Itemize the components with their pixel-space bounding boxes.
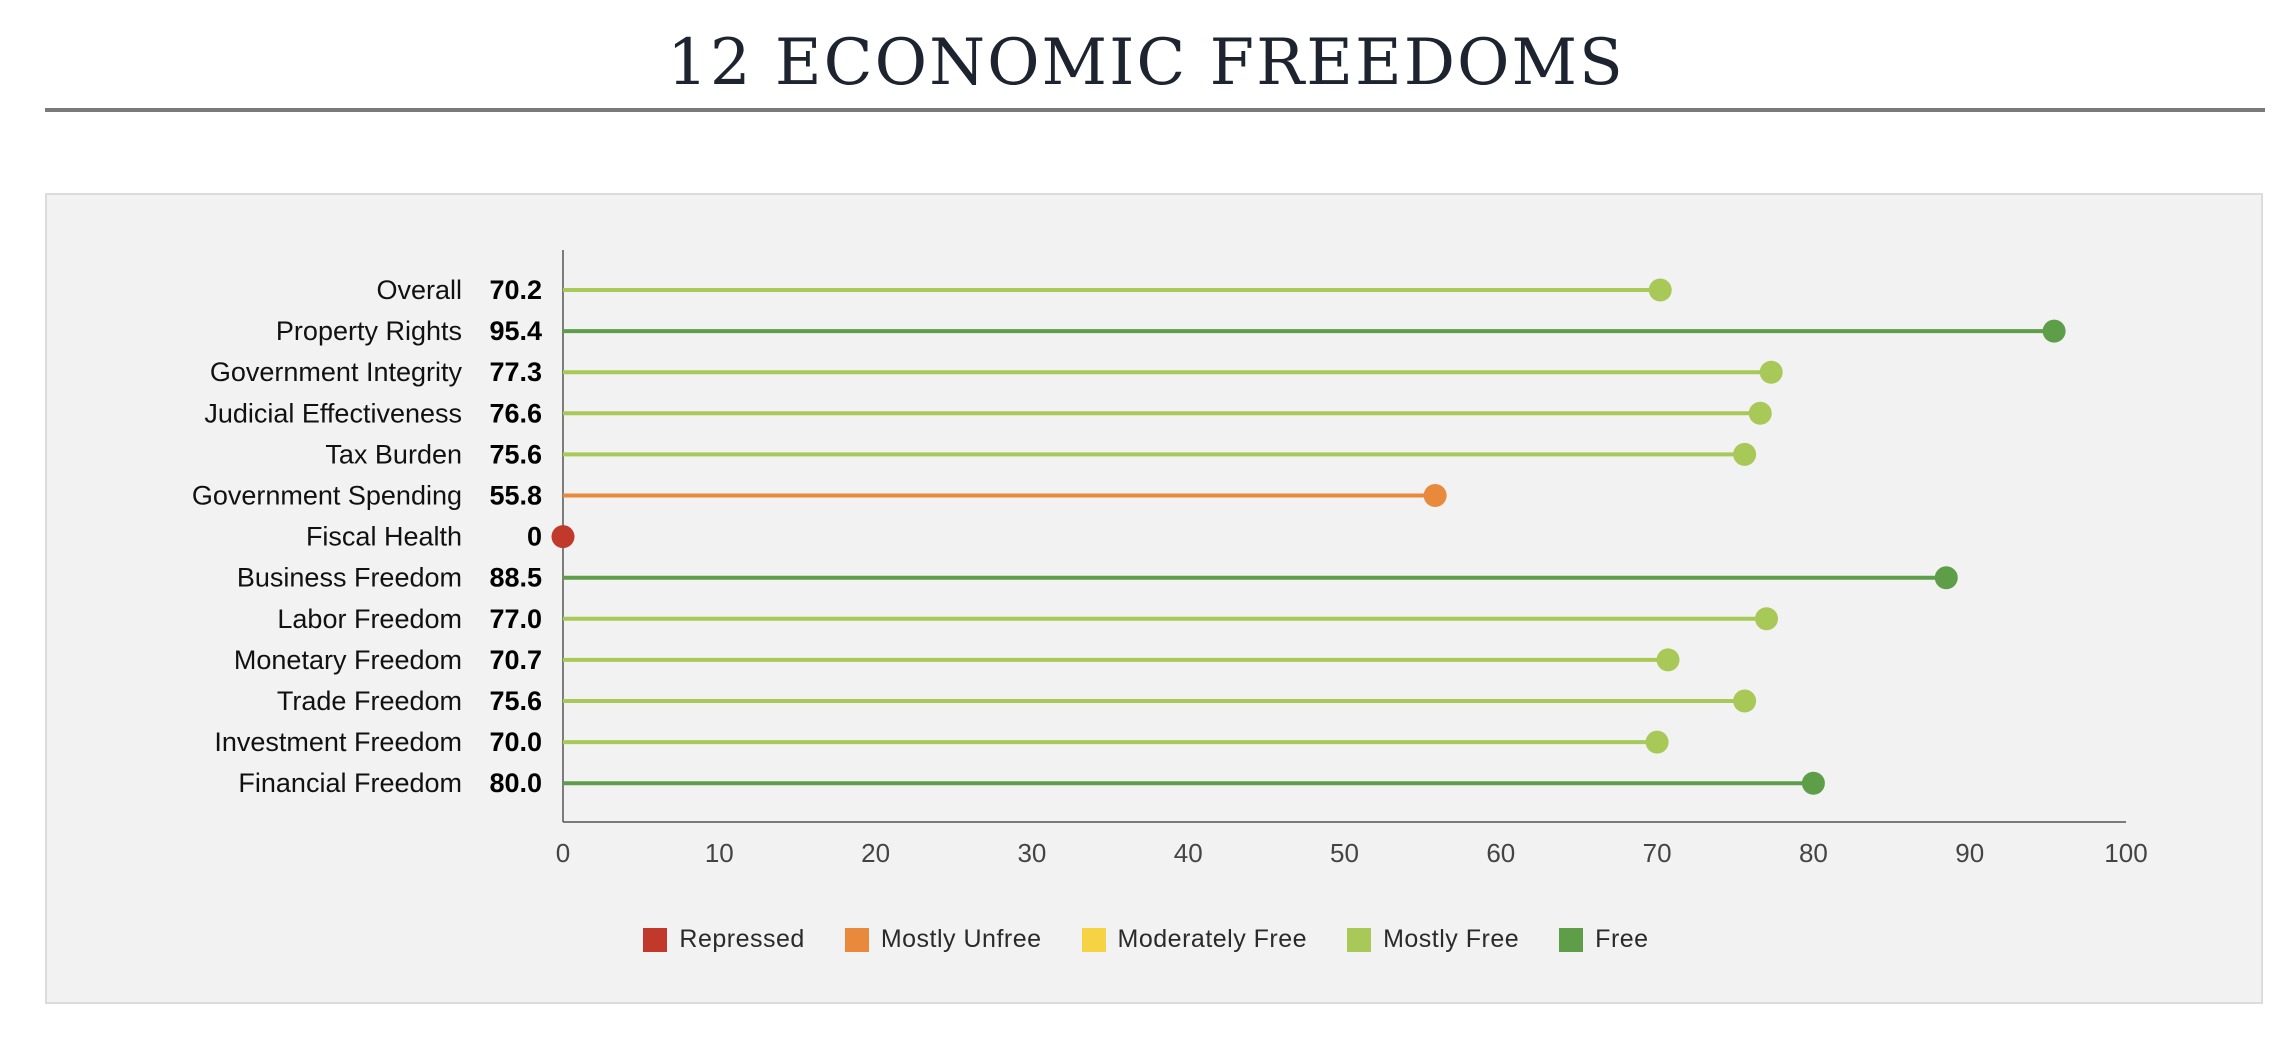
x-tick-label: 70: [1643, 838, 1672, 868]
x-tick-label: 10: [705, 838, 734, 868]
legend-swatch-free: [1559, 927, 1584, 952]
lollipop-dot: [1733, 689, 1757, 713]
value-label: 55.8: [489, 481, 542, 511]
legend-item-mostly-free: Mostly Free: [1347, 925, 1519, 954]
lollipop-dot: [1759, 360, 1783, 384]
category-label: Government Spending: [192, 481, 462, 511]
value-label: 70.7: [489, 645, 542, 675]
legend-item-free: Free: [1559, 925, 1648, 954]
category-label: Fiscal Health: [306, 522, 462, 552]
lollipop-dot: [1934, 566, 1958, 590]
value-label: 80.0: [489, 768, 542, 798]
x-tick-label: 40: [1174, 838, 1203, 868]
category-label: Property Rights: [276, 316, 462, 346]
category-label: Government Integrity: [210, 357, 463, 387]
category-label: Trade Freedom: [277, 686, 462, 716]
lollipop-dot: [551, 525, 575, 549]
value-label: 70.2: [489, 275, 542, 305]
x-tick-label: 60: [1486, 838, 1515, 868]
legend-swatch-moderately-free: [1081, 927, 1106, 952]
x-tick-label: 90: [1955, 838, 1984, 868]
lollipop-dot: [1645, 730, 1669, 754]
x-tick-label: 50: [1330, 838, 1359, 868]
x-tick-label: 20: [861, 838, 890, 868]
value-label: 77.3: [489, 357, 542, 387]
legend-swatch-mostly-unfree: [844, 927, 869, 952]
category-label: Tax Burden: [325, 439, 462, 469]
category-label: Labor Freedom: [277, 604, 462, 634]
legend-label-free: Free: [1595, 925, 1649, 953]
legend-label-moderately-free: Moderately Free: [1117, 925, 1308, 953]
lollipop-dot: [1656, 648, 1680, 672]
lollipop-dot: [1648, 278, 1672, 302]
value-label: 70.0: [489, 727, 542, 757]
category-label: Financial Freedom: [238, 768, 462, 798]
lollipop-dot: [2042, 319, 2066, 343]
value-label: 76.6: [489, 398, 542, 428]
legend-item-mostly-unfree: Mostly Unfree: [844, 925, 1042, 954]
value-label: 0: [527, 522, 542, 552]
lollipop-dot: [1748, 401, 1772, 425]
chart-legend: Repressed Mostly Unfree Moderately Free …: [0, 925, 2292, 954]
chart-panel: [45, 193, 2263, 1004]
x-tick-label: 80: [1799, 838, 1828, 868]
page-title: 12 ECONOMIC FREEDOMS: [667, 26, 1625, 100]
lollipop-dot: [1755, 607, 1779, 631]
category-label: Judicial Effectiveness: [204, 398, 462, 428]
value-label: 88.5: [489, 563, 542, 593]
value-label: 75.6: [489, 686, 542, 716]
category-label: Investment Freedom: [214, 727, 462, 757]
title-divider: [45, 108, 2265, 112]
category-label: Business Freedom: [237, 563, 462, 593]
x-tick-label: 100: [2104, 838, 2147, 868]
legend-label-mostly-unfree: Mostly Unfree: [880, 925, 1042, 953]
legend-label-mostly-free: Mostly Free: [1383, 925, 1520, 953]
lollipop-dot: [1801, 771, 1825, 795]
x-tick-label: 0: [556, 838, 570, 868]
category-label: Overall: [376, 275, 462, 305]
legend-label-repressed: Repressed: [679, 925, 805, 953]
value-label: 75.6: [489, 439, 542, 469]
legend-swatch-mostly-free: [1347, 927, 1372, 952]
lollipop-dot: [1733, 442, 1757, 466]
value-label: 95.4: [489, 316, 542, 346]
legend-swatch-repressed: [643, 927, 668, 952]
category-label: Monetary Freedom: [234, 645, 462, 675]
x-tick-label: 30: [1017, 838, 1046, 868]
legend-item-repressed: Repressed: [643, 925, 804, 954]
lollipop-dot: [1423, 484, 1447, 507]
legend-item-moderately-free: Moderately Free: [1081, 925, 1308, 954]
value-label: 77.0: [489, 604, 542, 634]
